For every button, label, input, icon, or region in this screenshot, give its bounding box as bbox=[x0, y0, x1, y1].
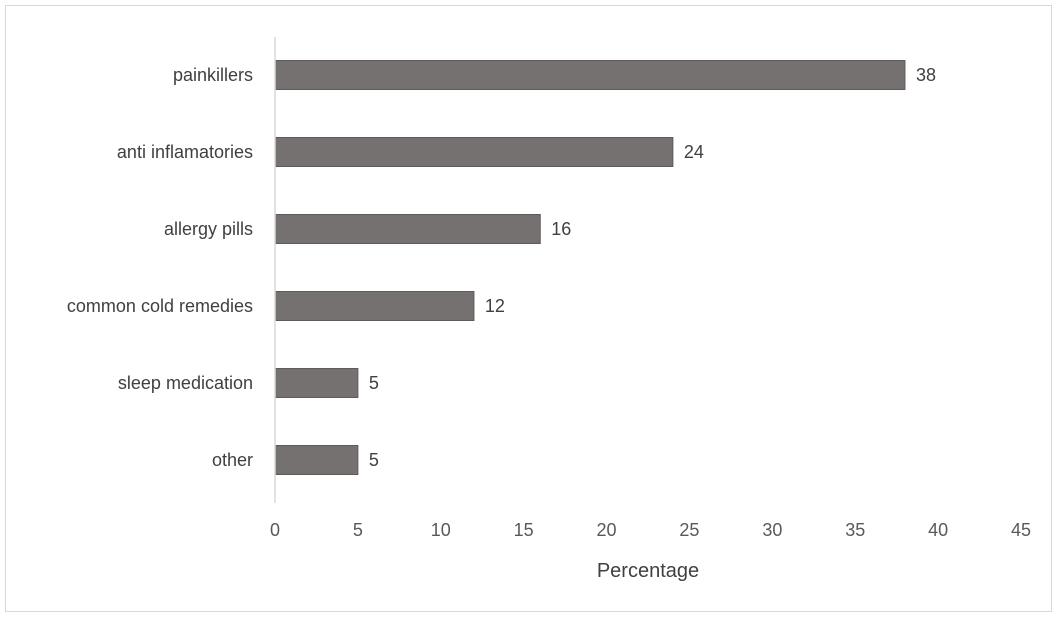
bar-1 bbox=[274, 137, 674, 167]
category-label-3: common cold remedies bbox=[67, 296, 253, 316]
category-label-5: other bbox=[212, 450, 253, 470]
bar-2 bbox=[274, 214, 541, 244]
bar-0 bbox=[274, 60, 906, 90]
data-label-2: 16 bbox=[551, 219, 571, 239]
x-tick-label-4: 20 bbox=[597, 520, 617, 540]
category-label-2: allergy pills bbox=[164, 219, 253, 239]
bar-4 bbox=[274, 368, 359, 398]
category-label-0: painkillers bbox=[173, 65, 253, 85]
x-tick-label-5: 25 bbox=[679, 520, 699, 540]
bar-5 bbox=[274, 445, 359, 475]
x-tick-label-0: 0 bbox=[270, 520, 280, 540]
x-tick-label-6: 30 bbox=[762, 520, 782, 540]
x-tick-label-9: 45 bbox=[1011, 520, 1031, 540]
data-label-1: 24 bbox=[684, 142, 704, 162]
x-tick-label-8: 40 bbox=[928, 520, 948, 540]
x-tick-label-1: 5 bbox=[353, 520, 363, 540]
chart-frame bbox=[5, 5, 1052, 612]
x-tick-label-2: 10 bbox=[431, 520, 451, 540]
x-tick-label-7: 35 bbox=[845, 520, 865, 540]
data-label-3: 12 bbox=[485, 296, 505, 316]
data-label-4: 5 bbox=[369, 373, 379, 393]
category-label-1: anti inflamatories bbox=[117, 142, 253, 162]
x-tick-label-3: 15 bbox=[514, 520, 534, 540]
x-axis-title: Percentage bbox=[597, 560, 699, 582]
axis-layer: painkillers anti inflamatories allergy pil… bbox=[67, 37, 1031, 540]
bar-3 bbox=[274, 291, 475, 321]
data-label-5: 5 bbox=[369, 450, 379, 470]
category-label-4: sleep medication bbox=[118, 373, 253, 393]
data-label-0: 38 bbox=[916, 65, 936, 85]
bars-layer: 38 24 16 12 5 5 bbox=[274, 60, 936, 475]
